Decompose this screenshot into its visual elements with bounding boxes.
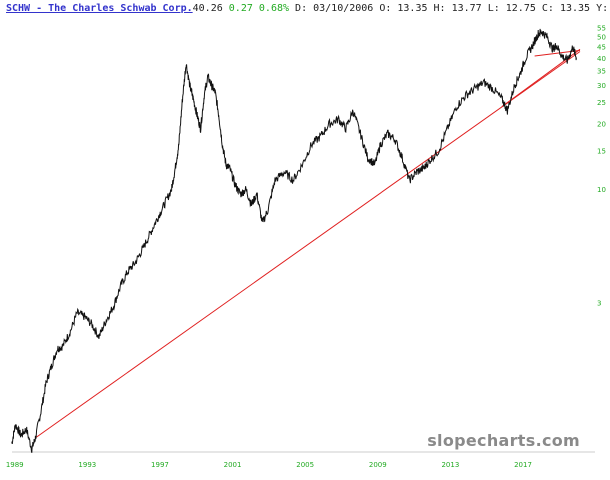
x-tick-label: 2013	[441, 461, 459, 469]
y-tick-label: 50	[597, 34, 606, 42]
y-tick-label: 15	[597, 147, 606, 155]
price-series-line	[11, 28, 577, 453]
y-tick-label: 3	[597, 300, 601, 308]
x-tick-label: 2001	[224, 461, 242, 469]
ohlc-readout: D: 03/10/2006 O: 13.35 H: 13.77 L: 12.75…	[295, 3, 610, 14]
y-tick-label: 55	[597, 25, 606, 33]
x-tick-label: 2009	[369, 461, 387, 469]
x-tick-label: 2005	[296, 461, 314, 469]
ticker-link[interactable]: SCHW - The Charles Schwab Corp.	[6, 3, 193, 14]
y-tick-label: 10	[597, 186, 606, 194]
trendline-1	[35, 51, 581, 439]
chart-header: SCHW - The Charles Schwab Corp.40.26 0.2…	[0, 0, 610, 18]
y-tick-label: 30	[597, 82, 606, 90]
y-tick-label: 40	[597, 55, 606, 63]
x-tick-label: 1997	[151, 461, 169, 469]
x-tick-label: 1989	[6, 461, 24, 469]
y-tick-label: 25	[597, 99, 606, 107]
y-tick-label: 45	[597, 44, 606, 52]
x-axis-ticks: 1989 1993 1997 2001 2005 2009 2013 2017	[6, 461, 532, 469]
price-change: 0.27	[228, 3, 253, 14]
y-tick-label: 20	[597, 120, 606, 128]
x-tick-label: 1993	[78, 461, 96, 469]
y-tick-label: 35	[597, 67, 606, 75]
price-change-percent: 0.68%	[258, 3, 290, 14]
trendline-3	[534, 49, 581, 57]
x-tick-label: 2017	[514, 461, 532, 469]
trendlines-layer	[35, 48, 581, 439]
watermark: slopecharts.com	[427, 431, 580, 450]
last-price: 40.26	[192, 3, 223, 14]
